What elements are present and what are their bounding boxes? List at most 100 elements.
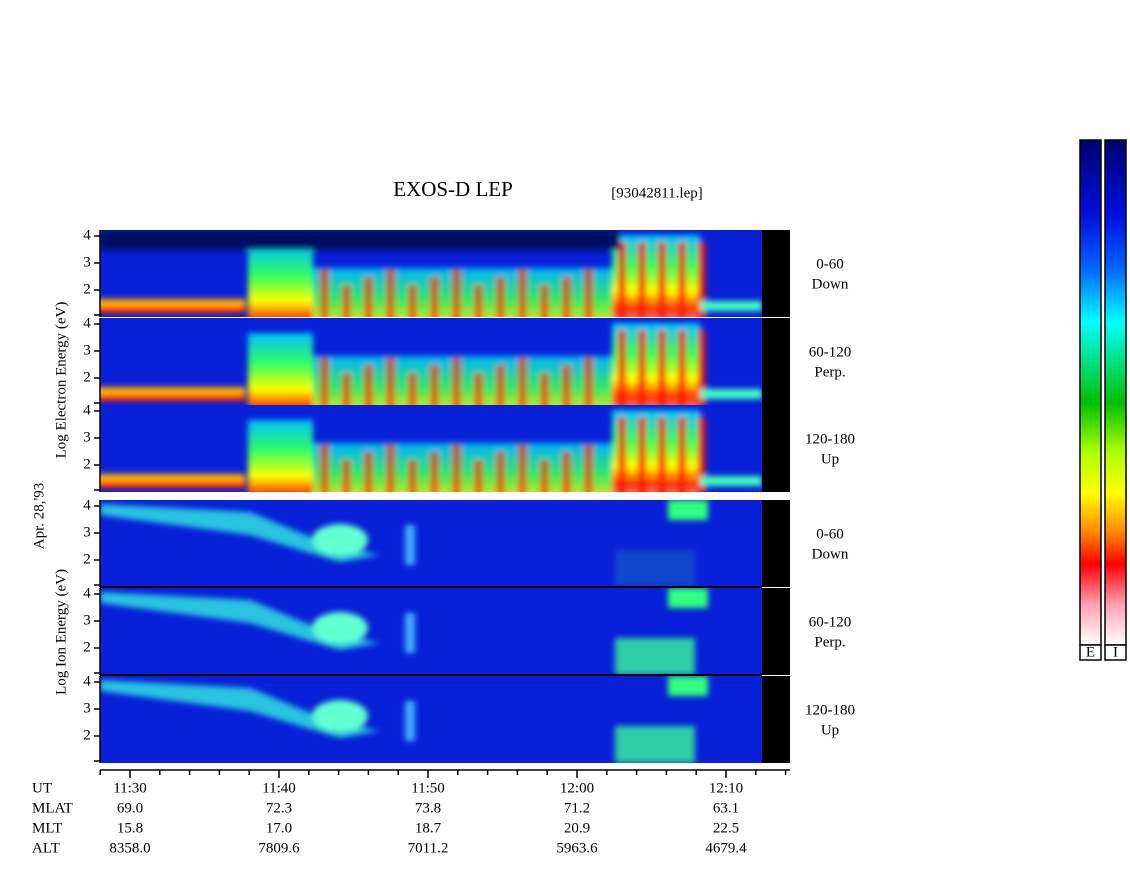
pitch-angle: 120-180 bbox=[805, 702, 855, 718]
spectrogram-panel: 4 3 2 bbox=[83, 402, 790, 492]
band bbox=[248, 245, 313, 317]
spike bbox=[698, 242, 706, 317]
pitch-angle: 60-120 bbox=[809, 614, 852, 630]
spectrogram bbox=[100, 676, 762, 763]
blank-strip bbox=[762, 588, 790, 675]
spike bbox=[562, 452, 571, 492]
blank-strip bbox=[762, 230, 790, 317]
streak bbox=[100, 504, 380, 562]
electron-axis-label: Log Electron Energy (eV) bbox=[53, 302, 69, 459]
spike bbox=[430, 452, 439, 492]
energy-axis bbox=[94, 230, 101, 317]
spike bbox=[638, 242, 646, 317]
features bbox=[100, 410, 762, 492]
band bbox=[668, 676, 708, 696]
band bbox=[668, 588, 708, 608]
spectrogram bbox=[100, 230, 762, 317]
spike bbox=[320, 357, 329, 405]
date-label: Apr. 28,'93 bbox=[31, 483, 47, 549]
spike bbox=[496, 277, 505, 317]
band bbox=[100, 482, 245, 488]
row-label: UT bbox=[32, 780, 52, 796]
band bbox=[615, 726, 695, 763]
spike bbox=[658, 330, 666, 405]
file-name: [93042811.lep] bbox=[611, 185, 703, 201]
streak bbox=[100, 592, 380, 650]
pitch-direction: Perp. bbox=[814, 364, 845, 380]
time-axis bbox=[99, 769, 790, 778]
blank-strip bbox=[762, 676, 790, 763]
mlat-value: 71.2 bbox=[564, 800, 590, 816]
colorbar bbox=[1079, 139, 1102, 646]
blank-strip bbox=[762, 318, 790, 405]
spike bbox=[678, 330, 686, 405]
band bbox=[100, 395, 245, 401]
spike bbox=[584, 444, 593, 492]
band bbox=[248, 420, 313, 492]
energy-tick-label: 4 bbox=[83, 227, 91, 243]
spike bbox=[496, 365, 505, 405]
spike bbox=[584, 357, 593, 405]
spike bbox=[518, 269, 527, 317]
pitch-direction: Down bbox=[812, 546, 849, 562]
spike bbox=[678, 242, 686, 317]
pitch-angle: 0-60 bbox=[816, 256, 844, 272]
energy-tick-label: 2 bbox=[83, 281, 91, 297]
spike bbox=[678, 417, 686, 492]
energy-axis bbox=[94, 318, 101, 405]
spike bbox=[386, 357, 395, 405]
blob bbox=[312, 700, 368, 732]
pitch-angle: 120-180 bbox=[805, 431, 855, 447]
spike bbox=[540, 373, 549, 405]
pitch-direction: Up bbox=[821, 722, 839, 738]
spike bbox=[584, 269, 593, 317]
alt-value: 7011.2 bbox=[408, 840, 449, 856]
spike bbox=[408, 460, 417, 492]
spike bbox=[638, 330, 646, 405]
features bbox=[100, 676, 708, 763]
alt-value: 4679.4 bbox=[705, 840, 747, 856]
streak bbox=[405, 701, 415, 741]
streak bbox=[405, 613, 415, 653]
spike bbox=[474, 373, 483, 405]
spike bbox=[518, 444, 527, 492]
mlat-value: 73.8 bbox=[415, 800, 441, 816]
energy-tick-label: 3 bbox=[83, 612, 91, 628]
ut-value: 11:30 bbox=[113, 780, 147, 796]
pitch-angle: 0-60 bbox=[816, 526, 844, 542]
band bbox=[248, 333, 313, 405]
mlt-value: 18.7 bbox=[415, 820, 442, 836]
mlt-value: 15.8 bbox=[117, 820, 143, 836]
energy-axis bbox=[94, 676, 101, 763]
spike bbox=[364, 277, 373, 317]
band bbox=[700, 476, 762, 486]
spike bbox=[496, 452, 505, 492]
blank-strip bbox=[762, 405, 790, 492]
energy-tick-label: 4 bbox=[83, 402, 91, 418]
title: EXOS-D LEP bbox=[393, 177, 513, 201]
energy-tick-label: 3 bbox=[83, 429, 91, 445]
spike bbox=[430, 277, 439, 317]
spike bbox=[618, 242, 626, 317]
energy-tick-label: 3 bbox=[83, 524, 91, 540]
streak bbox=[100, 680, 380, 738]
mlat-value: 63.1 bbox=[713, 800, 739, 816]
band bbox=[615, 550, 695, 587]
spike bbox=[518, 357, 527, 405]
energy-tick-label: 3 bbox=[83, 700, 91, 716]
spike bbox=[386, 444, 395, 492]
band bbox=[668, 500, 708, 520]
spike bbox=[408, 285, 417, 317]
energy-axis bbox=[94, 405, 101, 492]
spike bbox=[452, 357, 461, 405]
spike bbox=[474, 285, 483, 317]
alt-value: 7809.6 bbox=[258, 840, 300, 856]
mlt-value: 17.0 bbox=[266, 820, 292, 836]
spectrogram bbox=[100, 318, 762, 405]
spike bbox=[658, 242, 666, 317]
spike bbox=[698, 330, 706, 405]
energy-tick-label: 2 bbox=[83, 369, 91, 385]
features bbox=[100, 323, 762, 405]
